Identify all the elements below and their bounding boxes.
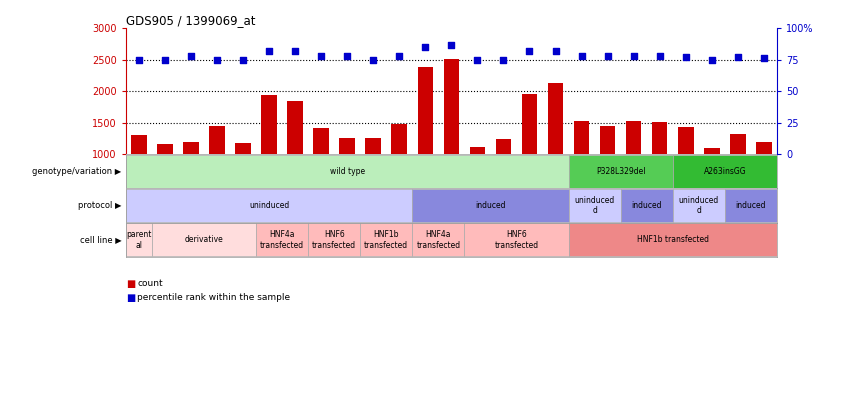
Text: uninduced
d: uninduced d [679,196,719,215]
Point [731,54,745,60]
Bar [131,135,147,154]
Point [679,54,693,60]
Bar [470,147,485,154]
Text: count: count [137,279,163,288]
Bar [496,139,511,154]
Point [184,53,198,59]
Bar [444,59,459,154]
Text: parent
al: parent al [126,230,152,249]
Point [757,55,771,62]
Point [601,53,615,59]
Text: P328L329del: P328L329del [595,166,646,176]
Bar [152,224,256,256]
Bar [548,83,563,154]
Bar [256,224,308,256]
Text: percentile rank within the sample: percentile rank within the sample [137,293,290,302]
Bar [673,189,725,222]
Bar [360,224,412,256]
Text: ■: ■ [126,293,135,303]
Bar [308,224,360,256]
Text: HNF6
transfected: HNF6 transfected [495,230,538,249]
Point [262,48,276,54]
Point [132,56,146,63]
Bar [418,67,433,154]
Bar [235,143,251,154]
Point [340,53,354,59]
Text: protocol ▶: protocol ▶ [78,201,122,210]
Point [444,41,458,48]
Bar [157,143,173,154]
Point [366,56,380,63]
Bar [704,148,720,154]
Point [236,56,250,63]
Text: induced: induced [475,201,506,210]
Bar [313,128,329,154]
Bar [569,224,777,256]
Bar [730,134,746,154]
Text: A263insGG: A263insGG [703,166,746,176]
Bar [464,224,569,256]
Bar [652,122,667,154]
Point [418,44,432,50]
Bar [365,138,381,154]
Point [575,53,589,59]
Bar [391,124,407,154]
Bar [126,224,152,256]
Text: HNF4a
transfected: HNF4a transfected [260,230,304,249]
Text: HNF1b
transfected: HNF1b transfected [365,230,408,249]
Point [653,53,667,59]
Text: ■: ■ [126,279,135,288]
Text: cell line ▶: cell line ▶ [80,235,122,245]
Bar [725,189,777,222]
Text: uninduced
d: uninduced d [575,196,615,215]
Point [523,48,536,54]
Bar [673,155,777,188]
Bar [261,95,277,154]
Bar [756,142,772,154]
Text: HNF6
transfected: HNF6 transfected [312,230,356,249]
Bar [626,121,641,154]
Point [158,56,172,63]
Text: induced: induced [735,201,766,210]
Bar [287,101,303,154]
Text: uninduced: uninduced [249,201,289,210]
Bar [621,189,673,222]
Point [392,53,406,59]
Bar [522,94,537,154]
Bar [339,138,355,154]
Point [705,56,719,63]
Point [314,53,328,59]
Text: induced: induced [631,201,662,210]
Bar [678,127,694,154]
Point [496,56,510,63]
Bar [126,189,412,222]
Bar [412,224,464,256]
Bar [209,126,225,154]
Bar [600,126,615,154]
Bar [126,155,569,188]
Bar [569,189,621,222]
Point [549,48,562,54]
Point [210,56,224,63]
Text: wild type: wild type [330,166,365,176]
Point [627,53,641,59]
Text: HNF1b transfected: HNF1b transfected [637,235,708,245]
Text: HNF4a
transfected: HNF4a transfected [417,230,460,249]
Text: GDS905 / 1399069_at: GDS905 / 1399069_at [126,14,255,27]
Bar [183,142,199,154]
Bar [412,189,569,222]
Bar [574,121,589,154]
Bar [569,155,673,188]
Point [288,48,302,54]
Text: genotype/variation ▶: genotype/variation ▶ [32,166,122,176]
Text: derivative: derivative [185,235,223,245]
Point [470,56,484,63]
